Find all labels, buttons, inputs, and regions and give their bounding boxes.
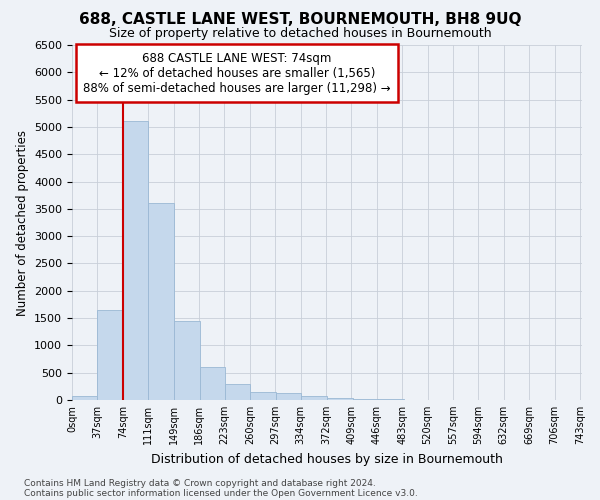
Bar [97, 310, 123, 400]
Text: Size of property relative to detached houses in Bournemouth: Size of property relative to detached ho… [109, 28, 491, 40]
Bar [328, 398, 353, 400]
Bar [250, 392, 276, 400]
X-axis label: Distribution of detached houses by size in Bournemouth: Distribution of detached houses by size … [151, 452, 503, 466]
Y-axis label: Number of detached properties: Number of detached properties [16, 130, 29, 316]
Bar [148, 204, 173, 400]
Bar [353, 399, 378, 400]
Bar [174, 321, 200, 400]
Text: Contains public sector information licensed under the Open Government Licence v3: Contains public sector information licen… [24, 488, 418, 498]
Bar [72, 396, 97, 400]
Text: 688, CASTLE LANE WEST, BOURNEMOUTH, BH8 9UQ: 688, CASTLE LANE WEST, BOURNEMOUTH, BH8 … [79, 12, 521, 28]
Text: Contains HM Land Registry data © Crown copyright and database right 2024.: Contains HM Land Registry data © Crown c… [24, 478, 376, 488]
Text: 688 CASTLE LANE WEST: 74sqm
← 12% of detached houses are smaller (1,565)
88% of : 688 CASTLE LANE WEST: 74sqm ← 12% of det… [83, 52, 391, 94]
Bar [276, 394, 301, 400]
Bar [200, 367, 225, 400]
Bar [301, 396, 326, 400]
Bar [225, 384, 250, 400]
Bar [123, 122, 148, 400]
